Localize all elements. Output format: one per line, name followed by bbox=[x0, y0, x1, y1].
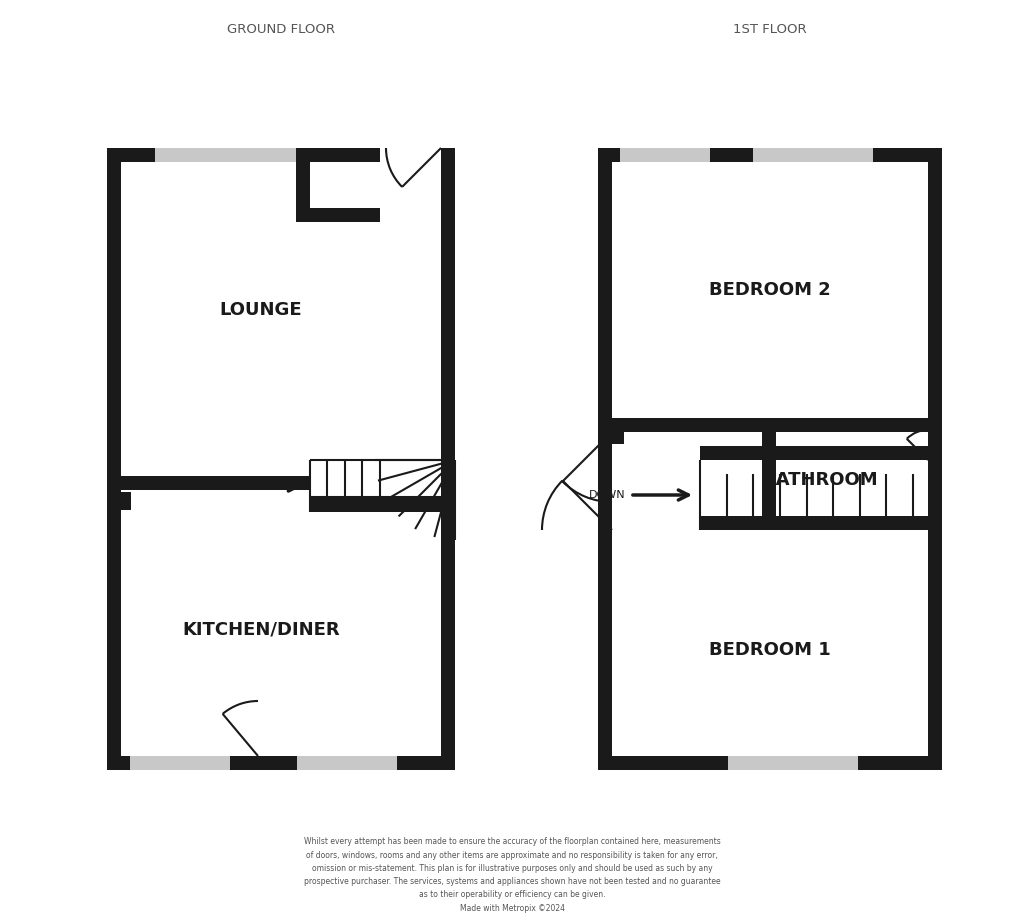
Text: DOWN: DOWN bbox=[199, 481, 234, 491]
Text: DOWN: DOWN bbox=[589, 490, 625, 500]
Text: BATHROOM: BATHROOM bbox=[762, 471, 878, 489]
Bar bbox=[598, 432, 624, 444]
Bar bbox=[700, 446, 928, 460]
Bar bbox=[928, 148, 942, 770]
Bar bbox=[296, 208, 380, 222]
Bar bbox=[762, 516, 928, 530]
Bar bbox=[620, 148, 710, 162]
Bar bbox=[106, 148, 121, 770]
Bar bbox=[700, 516, 913, 530]
Bar bbox=[106, 756, 455, 770]
Text: Whilst every attempt has been made to ensure the accuracy of the floorplan conta: Whilst every attempt has been made to en… bbox=[304, 837, 720, 913]
Bar bbox=[598, 756, 942, 770]
Bar bbox=[728, 756, 858, 770]
Bar bbox=[441, 148, 455, 770]
Bar bbox=[762, 432, 776, 530]
Bar bbox=[155, 148, 310, 162]
Bar bbox=[598, 148, 942, 162]
Text: BEDROOM 1: BEDROOM 1 bbox=[710, 641, 830, 659]
Bar bbox=[753, 148, 873, 162]
Bar bbox=[297, 756, 397, 770]
Bar bbox=[310, 496, 455, 512]
Bar bbox=[612, 418, 928, 432]
Bar bbox=[380, 148, 441, 162]
Bar bbox=[598, 148, 612, 770]
Text: KITCHEN/DINER: KITCHEN/DINER bbox=[182, 621, 340, 639]
Text: LOUNGE: LOUNGE bbox=[220, 301, 302, 319]
Bar bbox=[130, 756, 230, 770]
Text: GROUND FLOOR: GROUND FLOOR bbox=[227, 23, 335, 37]
Bar bbox=[106, 492, 131, 510]
Bar bbox=[258, 756, 276, 770]
Text: 1ST FLOOR: 1ST FLOOR bbox=[733, 23, 807, 37]
Bar bbox=[121, 476, 310, 490]
Bar bbox=[106, 148, 455, 162]
Text: BEDROOM 2: BEDROOM 2 bbox=[710, 281, 830, 299]
Bar bbox=[296, 148, 310, 222]
